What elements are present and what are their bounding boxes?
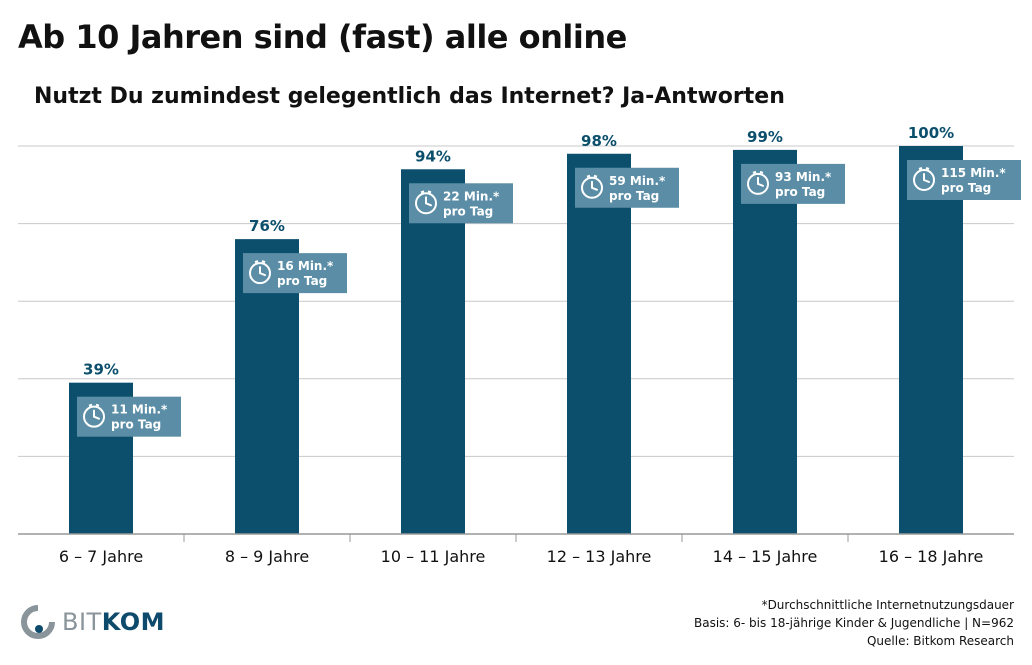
duration-badge: 93 Min.*pro Tag — [741, 163, 845, 204]
bitkom-logo-text: BITKOM — [62, 608, 166, 636]
footnote-source: Quelle: Bitkom Research — [866, 634, 1014, 648]
clock-icon — [415, 190, 437, 215]
clock-icon — [83, 403, 105, 428]
x-tick-label: 10 – 11 Jahre — [381, 547, 486, 566]
bitkom-logo-icon — [21, 605, 55, 639]
badge-per-day: pro Tag — [609, 189, 659, 203]
footnote-definition: *Durchschnittliche Internetnutzungsdauer — [761, 598, 1014, 612]
duration-badge: 11 Min.*pro Tag — [77, 396, 181, 437]
footnotes: *Durchschnittliche Internetnutzungsdauer… — [694, 596, 1014, 650]
bar — [899, 146, 963, 534]
value-label: 76% — [249, 217, 285, 235]
x-tick-label: 12 – 13 Jahre — [547, 547, 652, 566]
value-label: 99% — [747, 128, 783, 146]
badge-per-day: pro Tag — [111, 418, 161, 432]
clock-icon — [581, 174, 603, 199]
duration-badge: 22 Min.*pro Tag — [409, 183, 513, 224]
chart-title: Ab 10 Jahren sind (fast) alle online — [18, 18, 627, 56]
badge-per-day: pro Tag — [443, 204, 493, 218]
duration-badge: 115 Min.*pro Tag — [907, 160, 1021, 200]
badge-per-day: pro Tag — [277, 274, 327, 288]
value-label: 98% — [581, 132, 617, 150]
bar — [567, 153, 631, 534]
x-tick-label: 14 – 15 Jahre — [713, 547, 818, 566]
badge-per-day: pro Tag — [775, 185, 825, 199]
badge-minutes: 11 Min.* — [111, 403, 168, 417]
clock-icon — [913, 167, 935, 191]
value-label: 39% — [83, 361, 119, 379]
x-tick-label: 8 – 9 Jahre — [225, 547, 309, 566]
badge-minutes: 115 Min.* — [941, 166, 1006, 180]
chart-subtitle: Nutzt Du zumindest gelegentlich das Inte… — [34, 84, 785, 109]
x-axis: 6 – 7 Jahre 8 – 9 Jahre 10 – 11 Jahre 12 – … — [18, 533, 1014, 566]
clock-icon — [747, 170, 769, 195]
badge-per-day: pro Tag — [941, 181, 991, 195]
x-tick-label: 6 – 7 Jahre — [59, 547, 143, 566]
bitkom-logo: BITKOM — [20, 604, 165, 640]
duration-badge: 16 Min.*pro Tag — [243, 253, 347, 294]
clock-icon — [249, 260, 271, 285]
duration-badge: 59 Min.*pro Tag — [575, 167, 679, 208]
badge-minutes: 16 Min.* — [277, 259, 334, 273]
grid-lines — [18, 145, 1014, 457]
value-label: 94% — [415, 147, 451, 165]
value-label: 100% — [908, 124, 954, 142]
bar — [733, 149, 797, 534]
badge-minutes: 22 Min.* — [443, 189, 500, 203]
x-tick-label: 16 – 18 Jahre — [879, 547, 984, 566]
footnote-basis: Basis: 6- bis 18-jährige Kinder & Jugend… — [693, 616, 1014, 630]
bar — [401, 169, 465, 534]
badge-minutes: 59 Min.* — [609, 174, 666, 188]
badge-minutes: 93 Min.* — [775, 170, 832, 184]
